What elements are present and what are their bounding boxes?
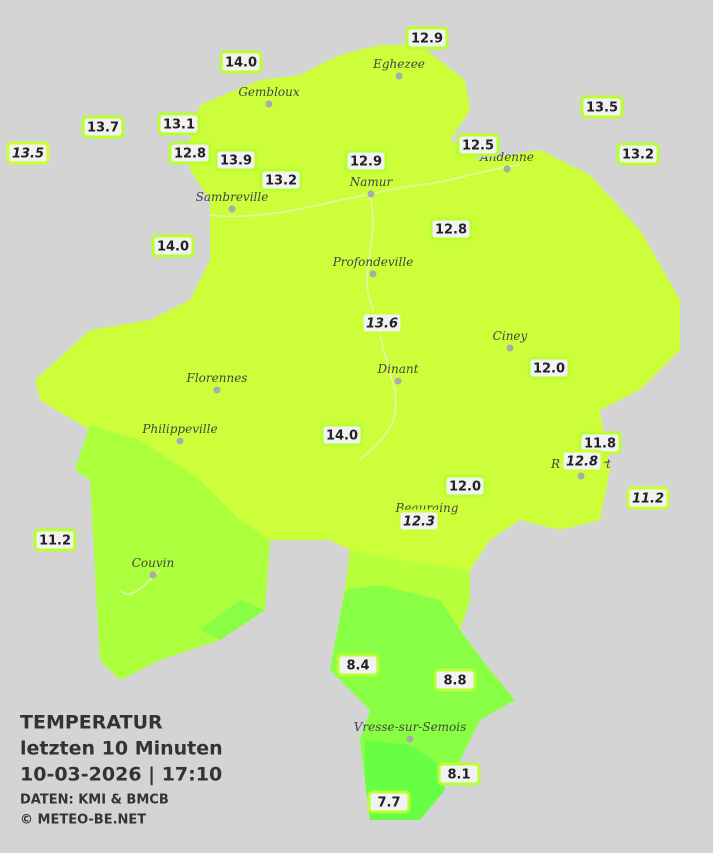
temperature-box [397,509,441,533]
city-dot [503,165,511,173]
city-dot [394,377,402,385]
temperature-label: 12.0 [449,480,481,495]
temperature-box [580,95,624,119]
city-label: Gembloux [238,85,300,99]
temperature-box [367,790,411,814]
temperature-label: 13.9 [220,154,252,169]
temperature-label: 12.9 [350,155,382,170]
temperature-box [626,486,670,510]
temperature-box [33,528,77,552]
temperature-label: 14.0 [326,429,358,444]
title-line: letzten 10 Minuten [20,738,223,760]
temperature-label: 13.2 [622,148,654,163]
temperature-label: 8.4 [346,659,369,674]
temperature-box [405,26,449,50]
city-label: Vresse-sur-Semois [354,720,467,734]
city-label: Dinant [377,362,419,376]
city-dot [395,72,403,80]
city-label: Florennes [186,371,248,385]
city-label: Profondeville [332,255,414,269]
temperature-label: 8.8 [443,674,466,689]
city-label: Ciney [493,329,528,343]
temperature-label: 11.2 [632,492,664,507]
city-label: Sambreville [196,190,269,204]
temperature-box [437,762,481,786]
temperature-label: 13.1 [163,118,195,133]
city-dot [367,190,375,198]
temperature-box [456,133,500,157]
temperature-label: 14.0 [225,56,257,71]
temperature-label: 12.9 [411,32,443,47]
city-dot [406,735,414,743]
temperature-label: 11.2 [39,534,71,549]
temperature-box [151,234,195,258]
temperature-box [259,168,303,192]
temperature-box [168,141,212,165]
temperature-label: 13.6 [366,317,398,332]
city-dot [228,205,236,213]
temperature-box [344,149,388,173]
city-label: Eghezee [372,57,425,71]
city-dot [577,472,585,480]
temperature-label: 12.5 [462,139,494,154]
city-dot [506,344,514,352]
city-label: Couvin [132,556,174,570]
temperature-box [527,356,571,380]
title-line: © METEO-BE.NET [20,813,146,828]
temperature-label: 7.7 [377,796,400,811]
temperature-label: 12.8 [174,147,206,162]
temperature-box [360,311,404,335]
temperature-box [616,142,660,166]
temperature-box [81,115,125,139]
city-dot [149,571,157,579]
temperature-label: 11.8 [584,437,616,452]
temperature-label: 12.3 [403,515,435,530]
city-dot [369,270,377,278]
temperature-box [219,50,263,74]
title-line: TEMPERATUR [20,712,163,734]
temperature-label: 12.8 [566,455,598,470]
temperature-label: 13.5 [586,101,618,116]
temperature-box [214,148,258,172]
temperature-box [443,474,487,498]
zone-mild [200,600,265,640]
temperature-label: 13.2 [265,174,297,189]
title-line: DATEN: KMI & BMCB [20,793,169,808]
temperature-label: 12.0 [533,362,565,377]
temperature-box [560,449,604,473]
temperature-box [336,653,380,677]
city-dot [265,100,273,108]
temperature-label: 13.7 [87,121,119,136]
title-line: 10-03-2026 | 17:10 [20,764,222,786]
temperature-label: 12.8 [435,223,467,238]
temperature-label: 14.0 [157,240,189,255]
city-label: Philippeville [141,422,217,436]
city-label: Namur [349,175,394,189]
temperature-box [433,668,477,692]
temperature-label: 8.1 [447,768,470,783]
temperature-box [157,112,201,136]
temperature-box [6,141,50,165]
temperature-box [429,217,473,241]
city-dot [213,386,221,394]
temperature-box [320,423,364,447]
temperature-label: 13.5 [12,147,44,162]
city-dot [176,437,184,445]
